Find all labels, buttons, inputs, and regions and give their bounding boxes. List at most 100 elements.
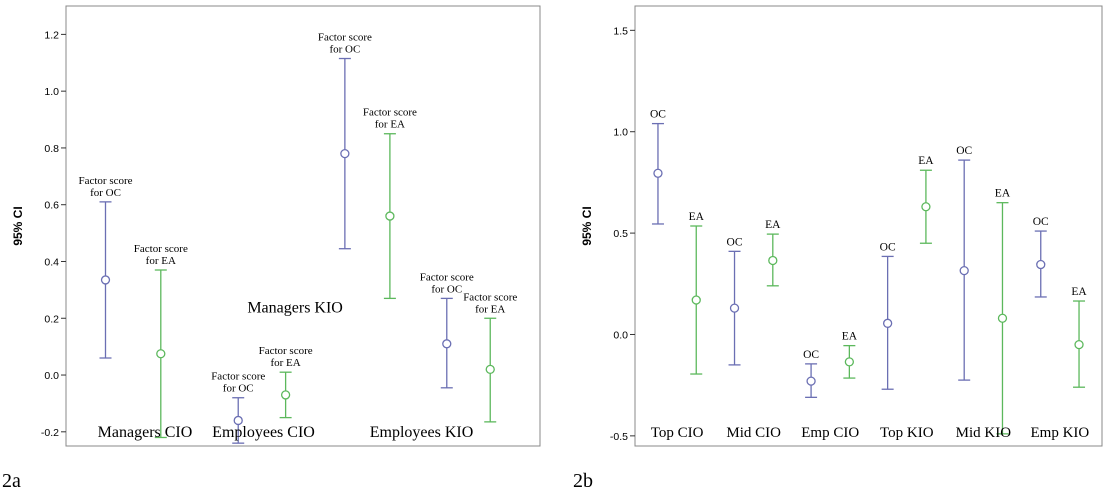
mean-point	[959, 265, 969, 276]
mean-point	[385, 211, 395, 221]
plot-frame	[65, 5, 541, 447]
group-label: Employees KIO	[370, 424, 474, 441]
errorbar-annotation: OC	[727, 236, 743, 248]
y-tick-label: 0.6	[44, 200, 59, 212]
errorbar-ea	[766, 233, 779, 287]
errorbar-ea	[843, 344, 856, 379]
errorbar-annotation: for OC	[431, 283, 462, 295]
errorbar-annotation: for EA	[270, 357, 300, 369]
errorbar-ea	[383, 133, 396, 300]
mean-point	[806, 376, 816, 386]
errorbar-annotation: Factor score	[134, 243, 188, 255]
y-axis-label: 95% CI	[11, 206, 25, 245]
chart-2b-svg: -0.5 0.0 0.5 1.0 1.5 95% CI OC EA OC EA OC EA OC EA OC…	[580, 5, 1103, 447]
mean-point	[1074, 339, 1084, 350]
mean-point	[844, 357, 855, 367]
errorbar-ea	[1073, 300, 1086, 388]
errorbar-oc	[338, 57, 351, 250]
mean-point	[485, 364, 495, 375]
mean-point	[442, 339, 452, 349]
mean-point	[921, 202, 931, 212]
mean-point	[729, 303, 740, 313]
mean-point	[156, 349, 166, 359]
group-label: Mid CIO	[726, 425, 781, 441]
group-label: Emp CIO	[801, 425, 859, 441]
errorbar-annotation: Factor score	[463, 291, 517, 303]
errorbar-annotation: EA	[918, 155, 934, 167]
mean-point	[768, 255, 778, 266]
errorbar-oc	[805, 363, 818, 398]
errorbar-annotation: OC	[956, 145, 972, 157]
errorbar-annotation: EA	[995, 188, 1011, 200]
errorbar-annotation: Factor score	[211, 371, 265, 383]
errorbar-ea	[690, 225, 703, 375]
errorbar-ea	[279, 371, 292, 419]
y-tick-label: 1.5	[613, 25, 628, 37]
y-tick-label: -0.2	[41, 427, 59, 439]
errorbar-annotation: EA	[765, 219, 781, 231]
errorbar-annotation: for OC	[223, 383, 254, 395]
errorbar-oc	[881, 255, 894, 390]
mean-point	[233, 415, 243, 426]
y-tick-label: 0.2	[44, 313, 59, 325]
y-tick-label: 1.2	[44, 29, 59, 41]
errorbar-annotation: Factor score	[363, 107, 417, 119]
panel-label-2b: 2b	[573, 470, 593, 492]
mean-point	[280, 390, 291, 400]
errorbar-ea	[484, 317, 497, 423]
errorbar-annotation: Factor score	[420, 271, 474, 283]
errorbar-annotation: Factor score	[259, 345, 313, 357]
y-tick-label: 0.4	[44, 256, 59, 268]
mean-point	[653, 168, 663, 178]
errorbar-ea	[919, 169, 932, 244]
errorbar-annotation: OC	[803, 349, 819, 361]
y-tick-label: 0.0	[613, 329, 628, 341]
y-tick-label: 0.0	[44, 370, 59, 382]
errorbar-annotation: for EA	[475, 303, 505, 315]
errorbar-oc	[651, 122, 664, 225]
chart-panel-2a: -0.2 0.0 0.2 0.4 0.6 0.8 1.0 1.2 95% CI Factor sc…	[0, 0, 548, 460]
errorbar-oc	[728, 250, 741, 366]
group-label: Managers KIO	[247, 300, 343, 317]
errorbar-ea	[996, 202, 1009, 435]
mean-point	[882, 318, 893, 328]
group-label: Managers CIO	[98, 424, 193, 441]
panel-label-2a: 2a	[2, 470, 21, 492]
errorbar-annotation: EA	[842, 331, 858, 343]
y-tick-label: 0.8	[44, 143, 59, 155]
errorbar-oc	[1034, 230, 1047, 298]
y-tick-label: -0.5	[610, 431, 628, 443]
errorbar-annotation: OC	[880, 241, 896, 253]
chart-2a-svg: -0.2 0.0 0.2 0.4 0.6 0.8 1.0 1.2 95% CI Factor sc…	[11, 5, 541, 447]
mean-point	[1036, 259, 1046, 270]
errorbar-oc	[232, 397, 245, 444]
group-label: Mid KIO	[956, 425, 1012, 441]
mean-point	[340, 148, 350, 159]
y-tick-label: 1.0	[44, 86, 59, 98]
errorbar-annotation: Factor score	[318, 32, 372, 44]
chart-panel-2b: -0.5 0.0 0.5 1.0 1.5 95% CI OC EA OC EA OC EA OC EA OC…	[572, 0, 1105, 460]
group-label: Employees CIO	[212, 424, 315, 441]
mean-point	[100, 275, 111, 285]
plot-frame	[634, 5, 1103, 447]
errorbar-annotation: EA	[1071, 286, 1087, 298]
errorbar-ea	[154, 269, 167, 439]
errorbar-annotation: for EA	[146, 255, 176, 267]
errorbar-annotation: for OC	[329, 44, 360, 56]
errorbar-oc	[958, 159, 971, 381]
errorbar-oc	[440, 297, 453, 389]
errorbar-annotation: Factor score	[78, 175, 132, 187]
group-label: Top KIO	[880, 425, 934, 441]
group-label: Emp KIO	[1031, 425, 1090, 441]
errorbar-oc	[99, 201, 112, 359]
errorbar-annotation: for OC	[90, 187, 121, 199]
errorbar-annotation: for EA	[375, 119, 405, 131]
group-label: Top CIO	[651, 425, 704, 441]
errorbar-annotation: OC	[650, 109, 666, 121]
y-tick-label: 1.0	[613, 127, 628, 139]
errorbar-annotation: OC	[1033, 216, 1049, 228]
y-tick-label: 0.5	[613, 228, 628, 240]
mean-point	[691, 295, 701, 305]
mean-point	[997, 313, 1008, 323]
errorbar-annotation: EA	[689, 211, 705, 223]
